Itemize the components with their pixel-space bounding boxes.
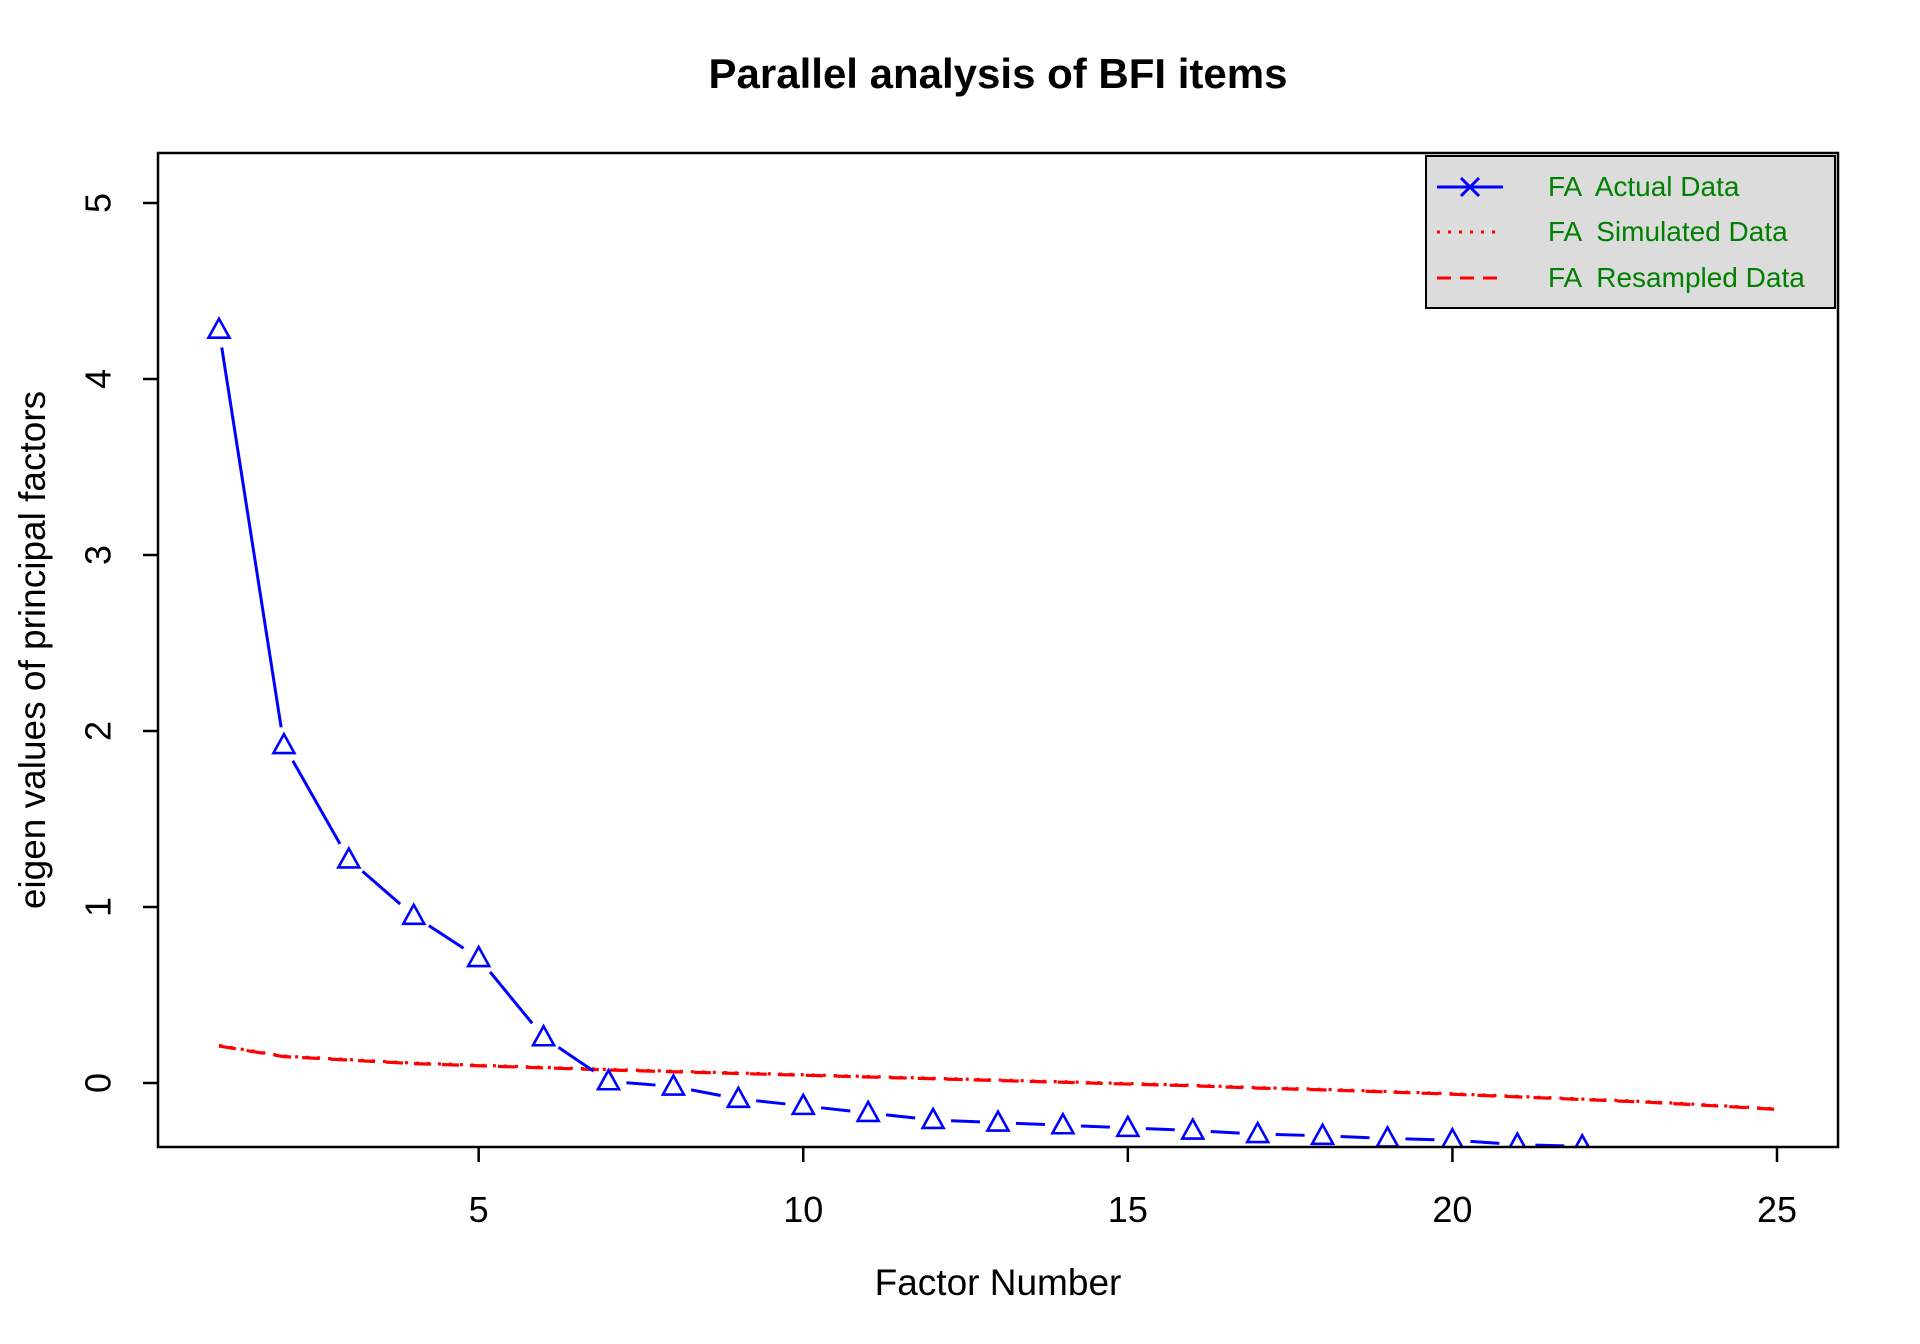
actual-data-point <box>1375 1124 1400 1147</box>
y-axis-title: eigen values of principal factors <box>12 390 53 910</box>
legend-label-resampled: FA Resampled Data <box>1548 261 1805 293</box>
actual-data-line-segment <box>885 1113 916 1120</box>
actual-data-point <box>530 1023 557 1047</box>
actual-data-series <box>206 316 1759 1172</box>
actual-data-line-segment <box>1600 1150 1630 1156</box>
resampled-line-marker-icon <box>1437 276 1503 279</box>
actual-data-point <box>595 1067 622 1091</box>
actual-data-line-segment <box>690 1088 721 1097</box>
actual-data-line-segment <box>951 1119 981 1124</box>
y-tick-label: 1 <box>78 897 119 917</box>
actual-data-point <box>920 1106 946 1130</box>
actual-data-point <box>336 845 362 869</box>
actual-data-line-segment <box>557 1046 595 1073</box>
actual-data-point <box>1574 1132 1591 1147</box>
actual-data-point <box>1180 1116 1206 1140</box>
legend-label-actual: FA Actual Data <box>1548 170 1740 202</box>
actual-data-point <box>1309 1122 1336 1146</box>
actual-data-line-segment <box>1665 1161 1694 1163</box>
actual-data-point <box>660 1072 687 1096</box>
actual-data-line-segment <box>1730 1165 1759 1167</box>
chart-title: Parallel analysis of BFI items <box>708 50 1288 97</box>
actual-data-line-segment <box>1535 1143 1565 1147</box>
actual-data-point <box>1115 1114 1141 1138</box>
actual-data-point <box>1508 1130 1527 1147</box>
actual-data-point <box>855 1099 881 1123</box>
resampled-data-line <box>218 1044 1778 1111</box>
y-tick-label: 5 <box>78 193 119 213</box>
x-tick-label: 25 <box>1757 1189 1797 1230</box>
actual-data-line-segment <box>756 1099 786 1106</box>
legend-label-simulated: FA Simulated Data <box>1548 216 1788 247</box>
red-reference-lines <box>218 1043 1778 1111</box>
actual-data-line-segment <box>1145 1127 1175 1132</box>
actual-data-point <box>271 731 297 755</box>
legend-row-actual: FA Actual Data <box>1427 171 1834 203</box>
actual-data-point <box>1702 1153 1723 1172</box>
y-tick-label: 2 <box>78 721 119 741</box>
actual-data-point <box>1244 1120 1271 1144</box>
actual-data-line-segment <box>1340 1135 1370 1140</box>
actual-data-line-segment <box>291 759 342 845</box>
actual-data-line-segment <box>1015 1121 1045 1127</box>
actual-data-point <box>206 316 232 340</box>
simulated-line-marker-icon <box>1437 230 1503 234</box>
actual-data-line-segment <box>1405 1137 1435 1142</box>
legend-row-simulated: FA Simulated Data <box>1427 216 1834 248</box>
actual-data-line-segment <box>1275 1133 1305 1137</box>
actual-data-point <box>1647 1146 1648 1147</box>
plot-border <box>156 151 1840 1149</box>
actual-data-line-segment <box>1080 1124 1110 1129</box>
actual-data-point <box>401 902 427 926</box>
legend-row-resampled: FA Resampled Data <box>1427 262 1834 294</box>
actual-data-line-segment <box>220 347 283 728</box>
x-tick-label: 15 <box>1108 1189 1148 1230</box>
actual-data-line-segment <box>626 1081 656 1087</box>
y-tick-label: 0 <box>78 1073 119 1093</box>
actual-line-marker-icon <box>1437 176 1503 197</box>
actual-data-line-segment <box>1210 1129 1240 1135</box>
y-tick-label: 3 <box>78 545 119 565</box>
actual-data-line-segment <box>428 924 465 950</box>
y-tick-label: 4 <box>78 369 119 389</box>
actual-data-point <box>985 1108 1011 1132</box>
x-tick-label: 20 <box>1432 1189 1472 1230</box>
actual-data-point <box>465 944 492 968</box>
actual-data-point <box>1441 1126 1464 1147</box>
actual-data-point <box>725 1085 752 1109</box>
x-axis-title: Factor Number <box>874 1262 1122 1303</box>
actual-data-line-segment <box>1470 1139 1500 1145</box>
actual-data-line-segment <box>361 870 402 906</box>
x-tick-label: 5 <box>469 1189 489 1230</box>
actual-data-line-segment <box>488 971 534 1025</box>
actual-data-point <box>1050 1111 1076 1135</box>
axis-ticks: 5 10 15 20 25 0 1 2 3 4 5 <box>78 193 1798 1230</box>
actual-data-point <box>790 1092 816 1116</box>
legend: FA Actual Data FA Simulated Data FA Resa… <box>1425 155 1836 309</box>
x-tick-label: 10 <box>783 1189 823 1230</box>
actual-data-line-segment <box>820 1106 851 1113</box>
